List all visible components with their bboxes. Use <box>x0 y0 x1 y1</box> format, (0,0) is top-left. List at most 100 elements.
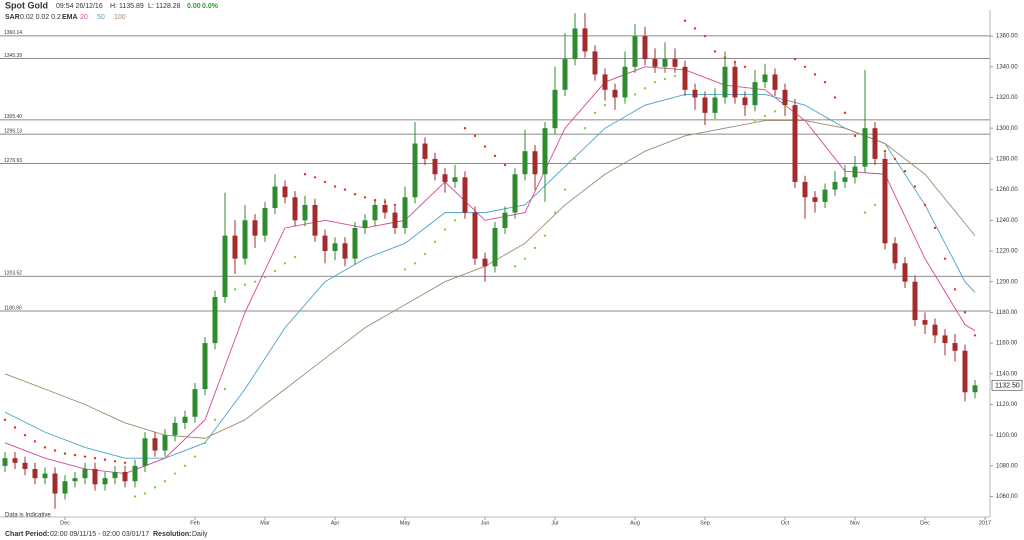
sar-dot <box>873 203 877 207</box>
candle-body <box>722 66 728 98</box>
candle-body <box>972 385 978 393</box>
level-label: 1305.40 <box>4 114 22 120</box>
level-label: 1360.14 <box>4 30 22 36</box>
sar-dot <box>83 455 87 458</box>
high-text: H: 1135.89 <box>110 3 144 10</box>
candle-body <box>652 59 658 67</box>
sar-dot <box>353 192 357 196</box>
sar-dot <box>463 126 467 130</box>
x-tick-label: Aug <box>630 520 640 526</box>
candle-body <box>542 128 548 175</box>
level-label: 1276.93 <box>4 158 22 164</box>
candle-body <box>372 204 378 221</box>
candle-body <box>522 151 528 175</box>
y-tick-label: 1100.00 <box>996 433 1018 439</box>
sar-dot <box>803 65 807 68</box>
sar-dot <box>293 255 297 259</box>
sar-dot <box>773 110 777 113</box>
legend: 20 50 100 <box>80 14 126 21</box>
candle-body <box>102 478 108 485</box>
candle-body <box>942 335 948 344</box>
x-tick-label: Nov <box>850 520 860 526</box>
sar-dot <box>253 280 257 283</box>
candle-body <box>682 66 688 90</box>
candle-body <box>752 82 758 106</box>
x-tick-label: Apr <box>331 520 340 526</box>
y-tick-label: 1160.00 <box>996 341 1018 347</box>
sar-dot <box>583 126 587 130</box>
sar-dot <box>903 169 907 173</box>
candle-body <box>312 204 318 236</box>
sar-dot <box>433 240 437 243</box>
x-tick-label: Dec <box>60 520 70 526</box>
sar-dot <box>963 311 967 314</box>
sar-dot <box>153 486 157 489</box>
legend-entry: 50 <box>97 14 105 21</box>
candle-body <box>772 74 778 90</box>
candle-body <box>292 197 298 221</box>
candle-body <box>332 243 338 251</box>
x-tick-label: Feb <box>190 520 199 526</box>
candle-body <box>922 320 928 325</box>
candle-body <box>892 243 898 264</box>
legend-entry: 20 <box>80 14 88 21</box>
sar-dot <box>573 157 577 161</box>
candle-body <box>32 468 38 479</box>
sar-dot <box>813 73 817 76</box>
y-tick-label: 1120.00 <box>996 402 1018 408</box>
sar-dot <box>563 188 567 191</box>
candle-body <box>262 208 268 236</box>
candle-body <box>202 343 208 390</box>
sar-dot <box>733 60 737 64</box>
sar-dot <box>613 102 617 105</box>
sar-dot <box>933 226 937 230</box>
sar-dot <box>243 283 247 286</box>
candle-body <box>552 89 558 129</box>
sar-dot <box>913 185 917 188</box>
sar-dot <box>143 492 147 495</box>
x-tick-label: Mar <box>260 520 270 526</box>
sar-dot <box>223 387 227 391</box>
sar-dot <box>543 234 547 237</box>
sar-dot <box>883 150 887 153</box>
candle-body <box>232 235 238 259</box>
candle-body <box>252 220 258 236</box>
y-tick-label: 1320.00 <box>996 95 1018 101</box>
candle-body <box>512 174 518 213</box>
level-label: 1203.52 <box>4 271 22 277</box>
candle-body <box>152 438 158 451</box>
sar-dot <box>553 211 557 214</box>
sar-dot <box>93 457 97 460</box>
sar-dot <box>283 262 287 265</box>
candle-body <box>852 166 858 178</box>
sar-dot <box>753 119 757 122</box>
sar-dot <box>793 57 797 61</box>
sar-dot <box>233 288 237 291</box>
change-pct: 0.0% <box>202 3 219 10</box>
sar-dot <box>623 99 627 102</box>
sar-dot <box>343 188 347 191</box>
candle-body <box>282 186 288 198</box>
resolution-label: Resolution: <box>153 531 192 538</box>
candle-body <box>492 227 498 267</box>
candle-body <box>62 481 68 494</box>
sar-dot <box>843 111 847 115</box>
candle-body <box>642 36 648 60</box>
sar-dot <box>423 252 427 256</box>
candle-body <box>632 36 638 67</box>
candle-body <box>412 143 418 198</box>
sar-dot <box>443 228 447 231</box>
sar-dot <box>923 203 927 207</box>
sar-dot <box>603 103 607 107</box>
candle-body <box>592 51 598 75</box>
sar-dot <box>783 105 787 108</box>
candle-body <box>92 468 98 485</box>
candle-body <box>452 177 458 182</box>
candle-body <box>832 181 838 190</box>
candle-body <box>622 66 628 98</box>
candle-body <box>42 473 48 479</box>
candle-body <box>662 59 668 67</box>
sar-dot <box>593 111 597 115</box>
sar-dot <box>653 80 657 84</box>
